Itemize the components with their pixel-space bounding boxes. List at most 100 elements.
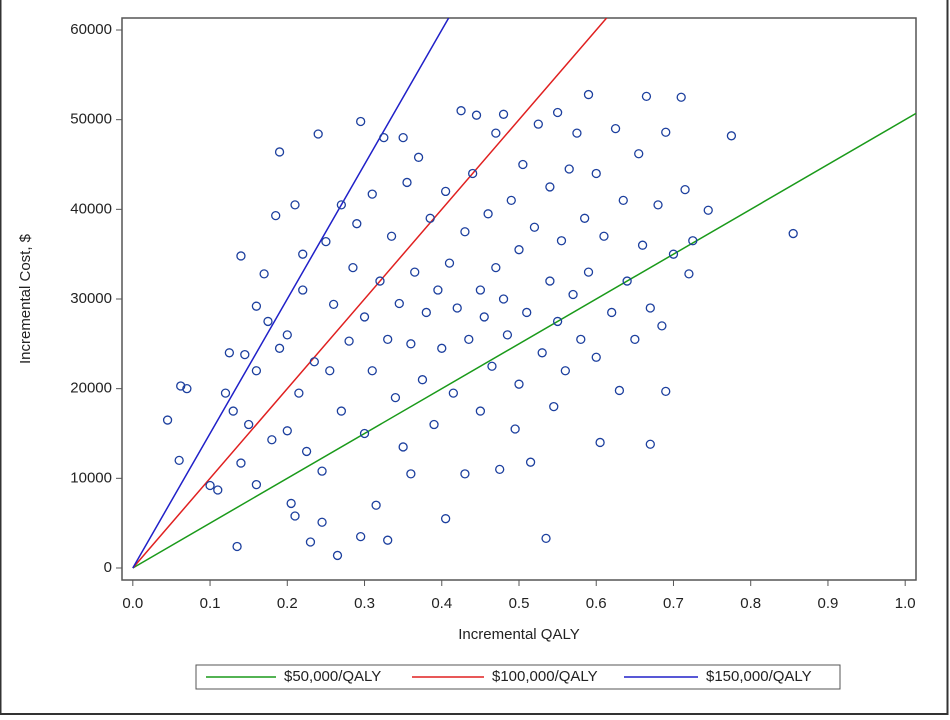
point <box>444 258 455 268</box>
point <box>398 132 408 143</box>
point <box>356 116 366 127</box>
y-tick-label: 50000 <box>70 111 112 128</box>
point <box>383 334 393 344</box>
point <box>433 285 443 295</box>
point <box>220 388 231 398</box>
point <box>726 131 737 141</box>
point <box>607 307 617 318</box>
point <box>305 537 316 547</box>
point <box>359 312 370 322</box>
plot-frame <box>121 17 917 581</box>
point <box>487 361 497 371</box>
y-tick-label: 20000 <box>70 380 112 397</box>
y-axis-label: Incremental Cost, $ <box>17 233 34 364</box>
point <box>471 110 482 120</box>
point <box>182 384 192 394</box>
point <box>475 406 486 416</box>
point <box>375 276 385 286</box>
point <box>274 343 285 353</box>
point <box>637 240 648 250</box>
point <box>788 228 798 239</box>
point <box>572 128 582 138</box>
point <box>274 147 285 157</box>
point <box>317 517 327 527</box>
point <box>491 128 501 138</box>
point <box>549 401 559 412</box>
point <box>174 455 184 466</box>
x-tick-label: 0.9 <box>818 595 839 612</box>
point <box>556 236 567 246</box>
point <box>460 469 470 479</box>
point <box>224 348 235 358</box>
point <box>641 91 652 102</box>
point <box>232 541 242 552</box>
point <box>498 109 509 119</box>
point <box>394 298 404 309</box>
point <box>317 466 327 476</box>
point <box>595 437 605 448</box>
point <box>344 336 354 346</box>
point <box>537 348 547 358</box>
legend-label: $50,000/QALY <box>284 668 381 685</box>
point <box>448 388 458 398</box>
threshold-line <box>132 112 916 569</box>
point <box>298 249 308 259</box>
point <box>529 222 540 232</box>
point <box>468 168 478 179</box>
point <box>591 168 601 179</box>
point <box>406 339 416 349</box>
x-tick-label: 0.4 <box>431 595 452 612</box>
point <box>456 106 466 116</box>
y-tick-label: 60000 <box>70 21 112 38</box>
point <box>321 236 331 247</box>
point <box>413 152 424 162</box>
legend: $50,000/QALY $100,000/QALY $150,000/QALY <box>195 664 841 690</box>
point <box>240 349 250 360</box>
point <box>614 385 625 396</box>
point <box>328 299 339 310</box>
point <box>176 381 186 391</box>
point <box>703 205 713 215</box>
point <box>267 435 277 445</box>
point <box>332 550 343 561</box>
point <box>236 251 246 261</box>
point <box>286 498 296 509</box>
point <box>356 531 366 542</box>
point <box>410 267 420 277</box>
point <box>495 464 505 475</box>
point <box>425 213 435 223</box>
point <box>653 200 663 210</box>
point <box>325 366 335 376</box>
y-tick-label: 30000 <box>70 290 112 307</box>
point <box>552 107 563 118</box>
point <box>545 276 555 286</box>
point <box>522 307 532 318</box>
point <box>251 479 262 490</box>
point <box>437 343 447 353</box>
point <box>294 388 304 398</box>
point <box>533 119 543 129</box>
point <box>244 419 254 430</box>
point <box>282 426 292 436</box>
point <box>622 276 632 286</box>
point <box>452 303 462 313</box>
point <box>618 195 628 206</box>
point <box>661 127 671 137</box>
point <box>263 316 273 327</box>
point <box>367 189 377 199</box>
point <box>352 219 362 229</box>
x-tick-label: 0.6 <box>586 595 607 612</box>
x-tick-label: 0.0 <box>122 595 143 612</box>
point <box>386 231 397 241</box>
point <box>668 249 679 259</box>
point <box>271 210 281 221</box>
point <box>498 294 509 304</box>
point <box>402 177 412 188</box>
point <box>379 132 389 143</box>
point <box>213 485 223 495</box>
point <box>251 366 262 376</box>
point <box>583 267 594 277</box>
point <box>645 439 655 449</box>
